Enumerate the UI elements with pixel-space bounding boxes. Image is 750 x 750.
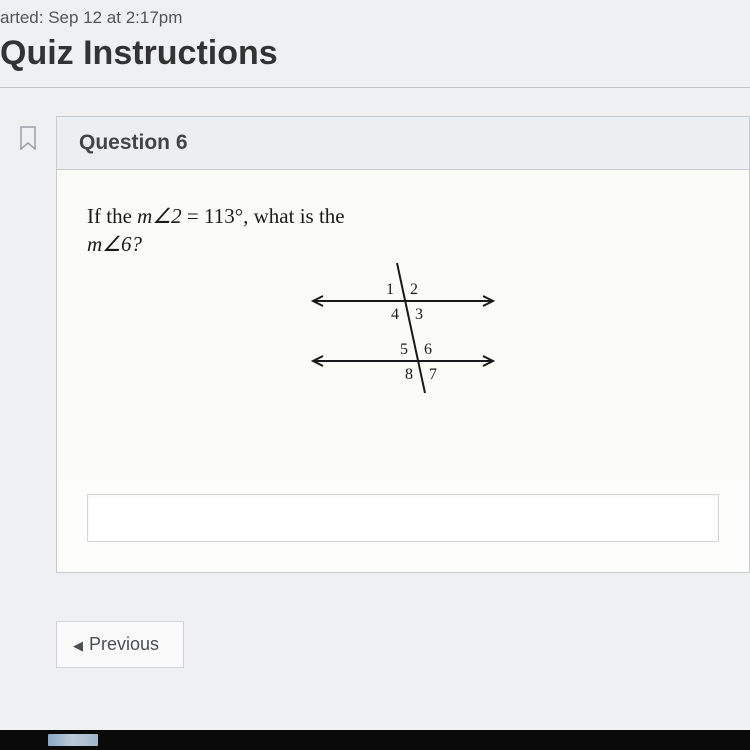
page-title: Quiz Instructions (0, 32, 750, 87)
question-header: Question 6 (57, 117, 749, 170)
chevron-left-icon: ◀ (73, 638, 83, 653)
svg-text:8: 8 (405, 366, 413, 383)
answer-input[interactable] (87, 494, 719, 542)
svg-text:4: 4 (391, 306, 399, 323)
taskbar-item[interactable] (48, 734, 98, 746)
angle-diagram: 12 34 56 78 (273, 253, 533, 403)
svg-text:3: 3 (415, 306, 423, 323)
previous-button[interactable]: ◀ Previous (56, 621, 184, 668)
svg-text:6: 6 (424, 341, 432, 358)
svg-text:1: 1 (386, 281, 394, 298)
svg-text:5: 5 (400, 341, 408, 358)
question-text: If the m∠2 = 113°, what is the m∠6? (87, 202, 719, 259)
bookmark-icon[interactable] (18, 126, 38, 150)
svg-text:7: 7 (429, 366, 437, 383)
started-timestamp: arted: Sep 12 at 2:17pm (0, 8, 750, 32)
svg-text:2: 2 (410, 281, 418, 298)
previous-label: Previous (89, 634, 159, 654)
taskbar (0, 730, 750, 750)
question-card: Question 6 If the m∠2 = 113°, what is th… (56, 116, 750, 573)
question-body: If the m∠2 = 113°, what is the m∠6? 12 34… (57, 170, 749, 480)
